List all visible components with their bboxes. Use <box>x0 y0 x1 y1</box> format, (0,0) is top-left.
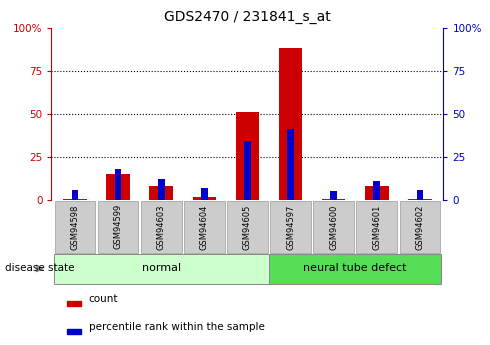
Text: GSM94598: GSM94598 <box>71 204 80 249</box>
FancyBboxPatch shape <box>399 201 440 253</box>
FancyBboxPatch shape <box>55 201 96 253</box>
Bar <box>115 169 122 200</box>
FancyBboxPatch shape <box>184 201 224 253</box>
Text: normal: normal <box>142 264 181 274</box>
Bar <box>279 48 302 200</box>
Text: GSM94601: GSM94601 <box>372 204 381 249</box>
FancyBboxPatch shape <box>141 201 181 253</box>
Text: GSM94597: GSM94597 <box>286 204 295 249</box>
Bar <box>63 199 87 200</box>
Text: GSM94599: GSM94599 <box>114 204 122 249</box>
Text: percentile rank within the sample: percentile rank within the sample <box>89 322 265 332</box>
Bar <box>236 112 259 200</box>
Title: GDS2470 / 231841_s_at: GDS2470 / 231841_s_at <box>164 10 331 24</box>
Bar <box>365 186 389 200</box>
Bar <box>330 191 337 200</box>
Bar <box>158 179 165 200</box>
Bar <box>106 174 130 200</box>
Bar <box>416 190 423 200</box>
Bar <box>373 181 380 200</box>
FancyBboxPatch shape <box>314 201 354 253</box>
Text: GSM94604: GSM94604 <box>200 204 209 249</box>
Bar <box>193 197 216 200</box>
Text: GSM94600: GSM94600 <box>329 204 338 249</box>
FancyBboxPatch shape <box>270 201 311 253</box>
FancyBboxPatch shape <box>356 201 397 253</box>
FancyBboxPatch shape <box>269 254 441 284</box>
Bar <box>244 141 251 200</box>
Text: GSM94603: GSM94603 <box>157 204 166 249</box>
FancyBboxPatch shape <box>98 201 139 253</box>
Bar <box>67 329 81 334</box>
Bar <box>322 199 345 200</box>
Text: GSM94602: GSM94602 <box>415 204 424 249</box>
Bar <box>201 188 208 200</box>
FancyBboxPatch shape <box>53 254 269 284</box>
Bar <box>72 190 78 200</box>
Bar <box>408 199 432 200</box>
Bar <box>287 129 294 200</box>
Bar <box>67 301 81 306</box>
FancyBboxPatch shape <box>227 201 268 253</box>
Text: GSM94605: GSM94605 <box>243 204 252 249</box>
Text: count: count <box>89 294 118 304</box>
Text: disease state: disease state <box>5 264 74 273</box>
Text: neural tube defect: neural tube defect <box>303 264 407 274</box>
Bar <box>149 186 173 200</box>
